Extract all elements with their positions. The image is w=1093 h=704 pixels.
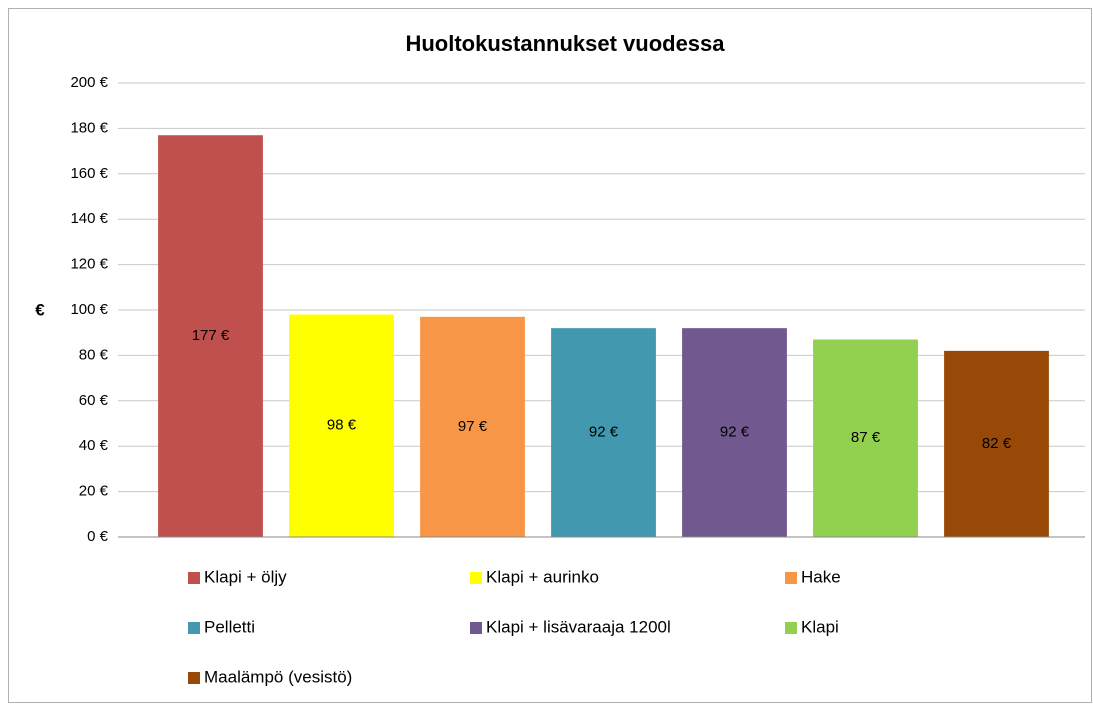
y-tick-label: 40 € (79, 437, 109, 454)
bar (551, 328, 656, 537)
legend-label: Klapi + lisävaraaja 1200l (486, 617, 671, 636)
legend-swatch (785, 572, 797, 584)
legend-label: Klapi (801, 617, 839, 636)
value-label: 98 € (327, 417, 357, 434)
y-tick-label: 20 € (79, 483, 109, 500)
legend-label: Klapi + aurinko (486, 567, 599, 586)
y-axis-label: € (35, 300, 45, 319)
legend-swatch (470, 622, 482, 634)
y-tick-label: 80 € (79, 346, 109, 363)
y-tick-label: 60 € (79, 392, 109, 409)
bar (944, 350, 1049, 537)
bar (682, 328, 787, 537)
legend-label: Klapi + öljy (204, 567, 287, 586)
y-tick-label: 120 € (70, 256, 108, 273)
value-label: 92 € (589, 424, 619, 441)
value-label: 87 € (851, 429, 881, 446)
legend-label: Pelletti (204, 617, 255, 636)
bar (420, 316, 525, 537)
y-tick-label: 0 € (87, 528, 109, 545)
y-tick-label: 180 € (70, 119, 108, 136)
chart-title: Huoltokustannukset vuodessa (405, 31, 725, 56)
bar (158, 135, 263, 537)
legend-label: Hake (801, 567, 841, 586)
y-tick-label: 140 € (70, 210, 108, 227)
y-tick-label: 160 € (70, 165, 108, 182)
legend-swatch (785, 622, 797, 634)
bar (813, 339, 918, 537)
y-tick-label: 200 € (70, 74, 108, 91)
legend-swatch (188, 572, 200, 584)
legend-swatch (470, 572, 482, 584)
y-tick-label: 100 € (70, 301, 108, 318)
legend-swatch (188, 672, 200, 684)
value-label: 92 € (720, 424, 750, 441)
bar (289, 314, 394, 537)
legend-swatch (188, 622, 200, 634)
legend-label: Maalämpö (vesistö) (204, 667, 352, 686)
value-label: 97 € (458, 418, 488, 435)
value-label: 82 € (982, 435, 1012, 452)
value-label: 177 € (192, 327, 230, 344)
